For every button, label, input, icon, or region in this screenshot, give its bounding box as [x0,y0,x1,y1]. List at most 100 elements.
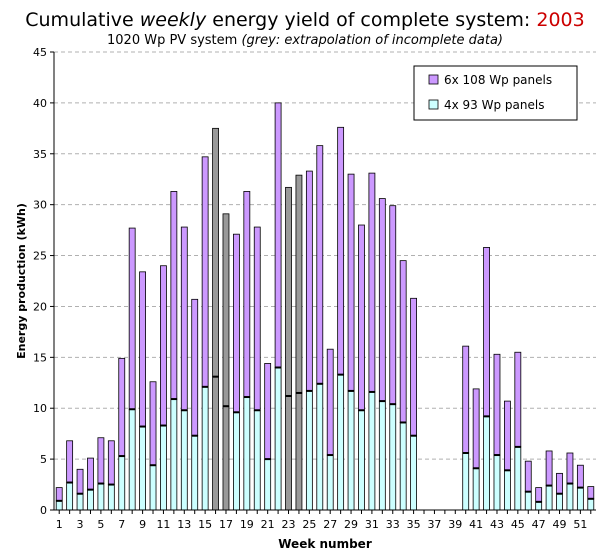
bar-segment-6x108 [305,170,313,392]
chart-title-emphasis: weekly [139,9,207,31]
bar-segment-4x93 [243,396,251,511]
bar-segment-4x93 [76,493,84,511]
bar-segment-4x93 [160,425,167,511]
bar-segment-4x93 [378,400,386,511]
bar-segment-6x108 [545,450,553,486]
bar-segment-6x108 [462,345,470,454]
bar-segment-4x93 [504,469,511,511]
chart-title-prefix: Cumulative [25,9,134,31]
x-tick-label: 3 [77,518,84,531]
bar-segment-4x93 [389,403,397,511]
bar-segment-6x108 [170,191,178,400]
legend-label: 6x 108 Wp panels [444,73,552,87]
bar-segment-6x108 [295,174,303,394]
bar-segment-4x93 [87,489,94,511]
bar-segment-6x108 [243,191,251,398]
bar-segment-6x108 [118,357,126,457]
bar-segment-4x93 [524,491,532,511]
bar-segment-6x108 [201,156,209,388]
bar-segment-6x108 [191,298,199,437]
bar-segment-4x93 [191,435,199,511]
y-tick-label: 40 [33,97,47,110]
bar-segment-6x108 [326,348,334,456]
x-tick-label: 15 [198,518,212,531]
bar-segment-6x108 [212,127,219,378]
bar-segment-6x108 [264,363,272,460]
bar-segment-6x108 [535,487,543,503]
bar-segment-4x93 [545,485,553,511]
x-tick-label: 5 [97,518,104,531]
bars-layer [55,102,595,511]
bar-segment-6x108 [139,271,146,427]
chart-title: Cumulative weekly energy yield of comple… [0,9,610,31]
x-tick-label: 25 [302,518,316,531]
y-axis-label: Energy production (kWh) [15,203,28,359]
bar-segment-4x93 [462,452,470,511]
legend: 6x 108 Wp panels 4x 93 Wp panels [413,65,578,121]
bar-segment-4x93 [556,493,563,511]
x-tick-label: 45 [511,518,525,531]
legend-swatch [428,74,439,85]
x-tick-label: 7 [118,518,125,531]
bar-segment-4x93 [483,415,490,511]
x-tick-label: 49 [553,518,567,531]
bar-segment-6x108 [358,224,365,411]
bar-segment-6x108 [337,126,345,376]
bar-segment-6x108 [180,226,188,411]
y-tick-label: 30 [33,199,47,212]
bar-segment-6x108 [285,186,292,397]
bar-segment-4x93 [55,500,63,511]
bar-segment-4x93 [566,483,574,511]
bar-segment-6x108 [233,233,240,413]
bar-segment-6x108 [76,468,84,495]
x-tick-label: 13 [177,518,191,531]
x-tick-label: 23 [282,518,296,531]
chart-subtitle-plain: 1020 Wp PV system [107,33,238,48]
bar-segment-6x108 [274,102,282,368]
bar-segment-6x108 [493,353,501,456]
y-tick-label: 35 [33,148,47,161]
bar-segment-4x93 [295,392,303,511]
x-tick-label: 47 [532,518,546,531]
bar-segment-6x108 [97,437,105,484]
x-tick-label: 33 [386,518,400,531]
bar-segment-6x108 [483,247,490,417]
bar-segment-4x93 [472,467,480,511]
bar-segment-4x93 [139,426,146,511]
bar-segment-6x108 [55,487,63,502]
bar-segment-4x93 [66,482,74,511]
bar-segment-4x93 [253,409,261,511]
bar-segment-6x108 [107,440,115,485]
x-tick-label: 35 [407,518,421,531]
chart-subtitle-note: (grey: extrapolation of incomplete data) [241,33,503,48]
y-tick-label: 25 [33,250,47,263]
x-tick-label: 43 [490,518,504,531]
bar-segment-6x108 [566,452,574,484]
bar-segment-4x93 [535,501,543,511]
bar-segment-6x108 [87,457,94,491]
bar-segment-4x93 [410,435,417,511]
bar-segment-4x93 [264,458,272,511]
y-tick-label: 15 [33,351,47,364]
bar-segment-4x93 [201,386,209,511]
x-tick-label: 51 [573,518,587,531]
chart-title-middle: energy yield of complete system: [212,9,531,31]
bar-segment-6x108 [399,260,407,423]
bar-segment-6x108 [389,205,397,405]
x-tick-label: 11 [156,518,170,531]
bar-segment-4x93 [118,455,126,511]
bar-segment-6x108 [368,172,376,393]
bar-segment-4x93 [358,409,365,511]
chart-subtitle: 1020 Wp PV system (grey: extrapolation o… [0,33,610,48]
y-tick-label: 45 [33,46,47,59]
legend-label: 4x 93 Wp panels [444,98,544,112]
x-tick-label: 17 [219,518,233,531]
bar-segment-6x108 [410,297,417,437]
bar-segment-6x108 [149,381,157,466]
legend-swatch [428,99,439,110]
bar-segment-6x108 [514,351,522,448]
x-tick-label: 1 [56,518,63,531]
x-tick-label: 39 [448,518,462,531]
bar-segment-6x108 [587,486,595,500]
